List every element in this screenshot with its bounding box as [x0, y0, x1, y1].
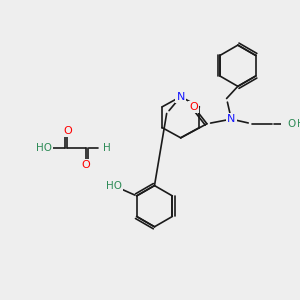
Text: N: N — [176, 92, 185, 102]
Text: H: H — [103, 143, 111, 153]
Text: O: O — [189, 102, 198, 112]
Text: OH: OH — [287, 119, 300, 129]
Text: O: O — [82, 160, 91, 170]
Text: O: O — [63, 126, 72, 136]
Text: HO: HO — [106, 181, 122, 190]
Text: N: N — [227, 114, 236, 124]
Text: HO: HO — [36, 143, 52, 153]
Text: H: H — [297, 119, 300, 129]
